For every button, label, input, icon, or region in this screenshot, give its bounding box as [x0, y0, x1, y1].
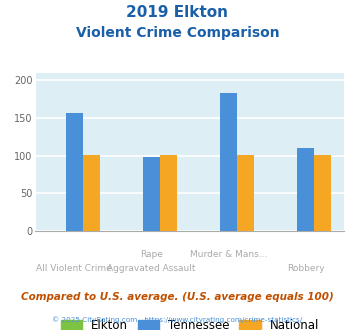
Text: 2019 Elkton: 2019 Elkton — [126, 5, 229, 20]
Text: Murder & Mans...: Murder & Mans... — [190, 250, 267, 259]
Bar — [160, 155, 177, 231]
Text: Violent Crime Comparison: Violent Crime Comparison — [76, 26, 279, 40]
Text: All Violent Crime: All Violent Crime — [36, 264, 112, 273]
Bar — [66, 113, 83, 231]
Text: © 2025 CityRating.com - https://www.cityrating.com/crime-statistics/: © 2025 CityRating.com - https://www.city… — [53, 317, 302, 323]
Bar — [143, 157, 160, 231]
Legend: Elkton, Tennessee, National: Elkton, Tennessee, National — [60, 319, 320, 330]
Text: Rape: Rape — [140, 250, 163, 259]
Bar — [220, 93, 237, 231]
Text: Compared to U.S. average. (U.S. average equals 100): Compared to U.S. average. (U.S. average … — [21, 292, 334, 302]
Text: Aggravated Assault: Aggravated Assault — [107, 264, 196, 273]
Bar — [314, 155, 331, 231]
Bar — [297, 148, 314, 231]
Text: Robbery: Robbery — [287, 264, 324, 273]
Bar — [83, 155, 100, 231]
Bar — [237, 155, 254, 231]
